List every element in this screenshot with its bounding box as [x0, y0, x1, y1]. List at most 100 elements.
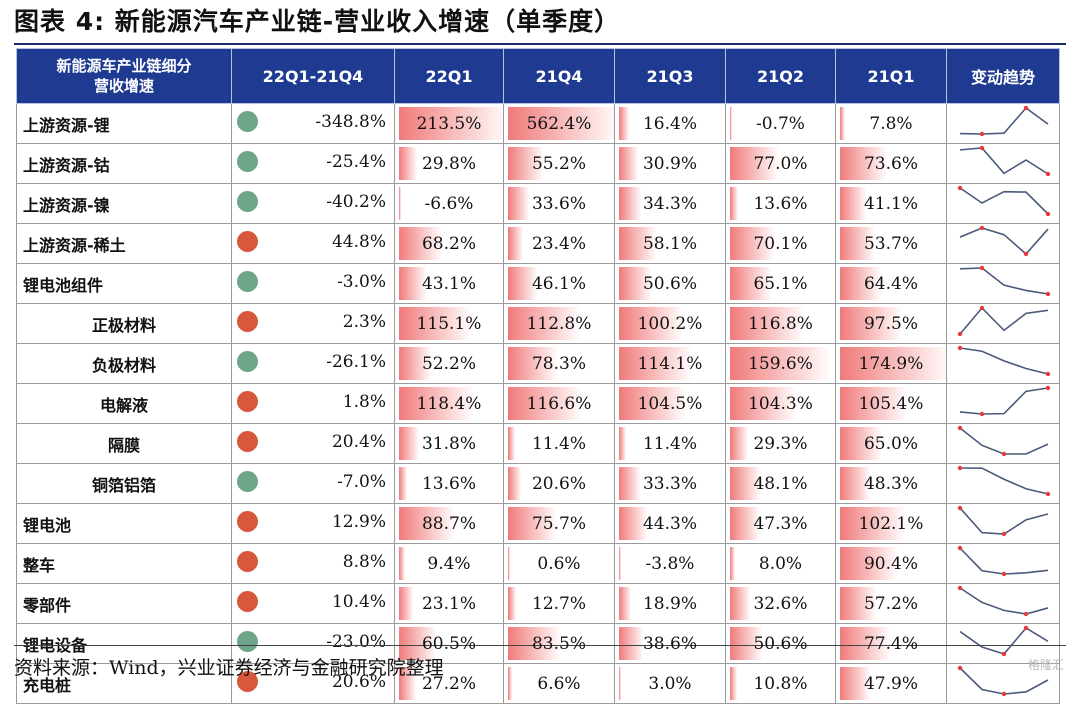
change-value: 44.8% — [331, 232, 386, 252]
data-bar — [508, 427, 516, 460]
segment-name: 上游资源-锂 — [16, 103, 232, 144]
quarter-cell: 48.3% — [835, 463, 947, 504]
quarter-cell: 50.6% — [614, 263, 726, 304]
sparkline-point — [957, 331, 962, 337]
change-cell: 12.9% — [231, 503, 395, 544]
quarter-value: 31.8% — [421, 433, 476, 454]
segment-name: 上游资源-稀土 — [16, 223, 232, 264]
quarter-value: 18.9% — [642, 593, 697, 614]
sparkline-point — [1001, 571, 1006, 577]
quarter-cell: 10.8% — [725, 663, 836, 704]
table-row: 上游资源-镍 -40.2% -6.6% 33.6% 34.3% 13.6% 41.1% — [16, 183, 1060, 224]
quarter-cell: 159.6% — [725, 343, 836, 384]
quarter-cell: 47.9% — [835, 663, 947, 704]
sparkline-path — [959, 267, 1048, 295]
quarter-cell: 20.6% — [503, 463, 615, 504]
quarter-cell: 13.6% — [725, 183, 836, 224]
table-row: 上游资源-锂 -348.8% 213.5% 562.4% 16.4% -0.7% 7.8% — [16, 103, 1060, 144]
data-bar — [399, 587, 414, 620]
change-cell: -26.1% — [231, 343, 395, 384]
data-bar — [730, 347, 830, 380]
data-bar — [619, 187, 641, 220]
trend-sparkline — [957, 185, 1050, 217]
trend-sparkline — [957, 345, 1050, 377]
trend-sparkline — [957, 505, 1048, 537]
table-row: 上游资源-稀土 44.8% 68.2% 23.4% 58.1% 70.1% 53.7% — [16, 223, 1060, 264]
change-value: -3.0% — [337, 272, 386, 292]
data-bar — [399, 347, 432, 380]
quarter-cell: 114.1% — [614, 343, 726, 384]
segment-name: 隔膜 — [16, 423, 232, 464]
header-change: 22Q1-21Q4 — [231, 48, 395, 104]
quarter-value: -3.8% — [645, 553, 695, 574]
quarter-cell: 53.7% — [835, 223, 947, 264]
quarter-value: 90.4% — [863, 553, 918, 574]
quarter-cell: 23.4% — [503, 223, 615, 264]
change-value: -23.0% — [326, 632, 386, 652]
quarter-value: 11.4% — [642, 433, 697, 454]
decrease-indicator-icon — [237, 351, 258, 372]
data-bar — [508, 507, 556, 540]
segment-name: 锂电设备 — [16, 623, 232, 664]
quarter-value: 27.2% — [421, 673, 476, 694]
data-bar — [508, 587, 516, 620]
quarter-value: 16.4% — [642, 113, 697, 134]
change-cell: 44.8% — [231, 223, 395, 264]
table-row: 电解液 1.8% 118.4% 116.6% 104.5% 104.3% 105.4% — [16, 383, 1060, 424]
sparkline-point — [957, 665, 962, 671]
table-row: 上游资源-钴 -25.4% 29.8% 55.2% 30.9% 77.0% 73.6% — [16, 143, 1060, 184]
quarter-cell: 112.8% — [503, 303, 615, 344]
quarter-cell: 83.5% — [503, 623, 615, 664]
data-bar — [730, 187, 739, 220]
trend-sparkline — [959, 385, 1050, 417]
quarter-cell: 174.9% — [835, 343, 947, 384]
quarter-value: 47.9% — [863, 673, 918, 694]
change-cell: 20.4% — [231, 423, 395, 464]
quarter-value: 23.1% — [421, 593, 476, 614]
quarter-value: 32.6% — [753, 593, 808, 614]
sparkline-point — [979, 411, 984, 417]
sparkline-point — [979, 225, 984, 231]
quarter-cell: 115.1% — [394, 303, 504, 344]
sparkline-point — [957, 185, 962, 191]
quarter-cell: 52.2% — [394, 343, 504, 384]
quarter-value: 3.0% — [648, 673, 692, 694]
quarter-value: 159.6% — [748, 353, 813, 374]
sparkline-point — [979, 305, 984, 311]
header-segment-line2: 营收增速 — [93, 77, 154, 95]
header-segment-line1: 新能源车产业链细分 — [56, 57, 192, 75]
quarter-value: 6.6% — [537, 673, 581, 694]
data-bar — [619, 107, 630, 140]
sparkline-path — [959, 587, 1048, 615]
data-bar — [399, 147, 418, 180]
data-bar — [619, 227, 656, 260]
page-title: 图表 4: 新能源汽车产业链-营业收入增速（单季度） — [14, 7, 621, 36]
table-row: 锂电设备 -23.0% 60.5% 83.5% 38.6% 50.6% 77.4% — [16, 623, 1060, 664]
quarter-cell: 88.7% — [394, 503, 504, 544]
quarter-cell: 65.1% — [725, 263, 836, 304]
quarter-cell: 97.5% — [835, 303, 947, 344]
sparkline-path — [959, 106, 1048, 135]
quarter-cell: 102.1% — [835, 503, 947, 544]
trend-sparkline — [957, 425, 1048, 457]
quarter-cell: 33.6% — [503, 183, 615, 224]
data-bar — [619, 347, 691, 380]
trend-sparkline-cell — [946, 503, 1060, 544]
quarter-value: 118.4% — [416, 393, 482, 414]
trend-sparkline — [959, 105, 1048, 137]
change-cell: 8.8% — [231, 543, 395, 584]
data-bar — [730, 507, 760, 540]
data-bar — [840, 587, 876, 620]
trend-sparkline-cell — [946, 423, 1060, 464]
decrease-indicator-icon — [237, 151, 258, 172]
quarter-cell: 0.6% — [503, 543, 615, 584]
quarter-cell: 12.7% — [503, 583, 615, 624]
quarter-value: 562.4% — [526, 113, 592, 134]
sparkline-point — [1023, 611, 1028, 617]
quarter-cell: 6.6% — [503, 663, 615, 704]
quarter-value: 75.7% — [531, 513, 586, 534]
quarter-value: 38.6% — [642, 633, 697, 654]
segment-name: 锂电池组件 — [16, 263, 232, 304]
data-bar — [730, 587, 751, 620]
quarter-value: 12.7% — [531, 593, 586, 614]
